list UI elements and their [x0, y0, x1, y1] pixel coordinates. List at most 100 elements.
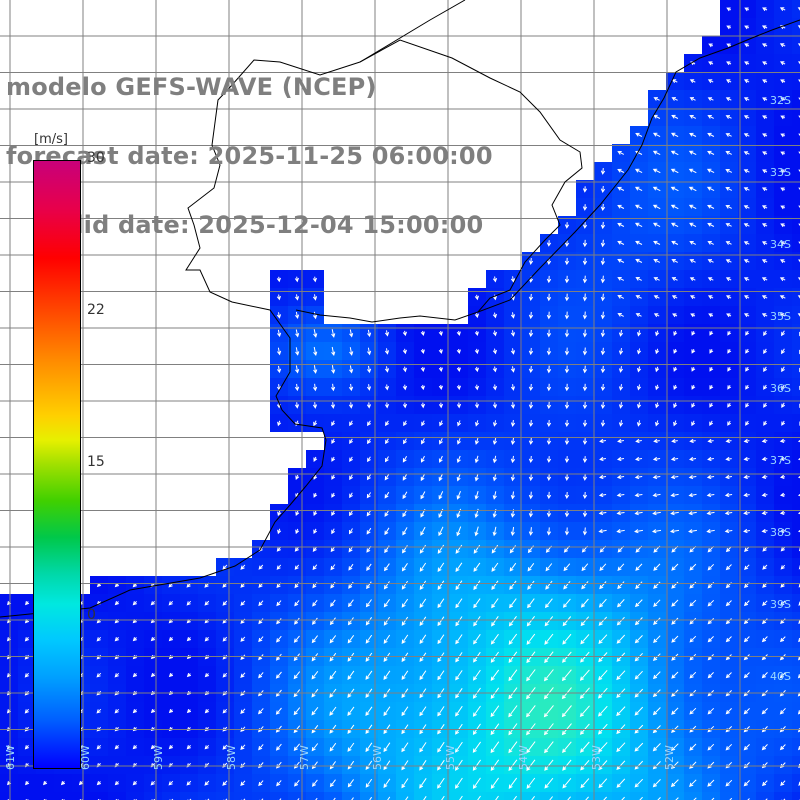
- field-cell: [306, 792, 324, 800]
- wind-arrow: [402, 330, 407, 337]
- wind-arrow: [277, 510, 282, 517]
- wind-arrow: [724, 529, 733, 534]
- wind-arrow: [689, 295, 696, 300]
- wind-arrow: [727, 348, 732, 354]
- wind-arrow: [473, 544, 481, 554]
- wind-arrow: [132, 745, 137, 750]
- field-cell: [324, 792, 342, 800]
- wind-arrow: [708, 61, 714, 66]
- field-cell: [486, 792, 504, 800]
- wind-arrow: [526, 759, 536, 772]
- field-cell: [288, 792, 306, 800]
- wind-arrow: [616, 760, 626, 770]
- wind-arrow: [293, 743, 300, 751]
- wind-arrow: [528, 311, 534, 320]
- wind-arrow: [276, 761, 282, 769]
- wind-arrow: [437, 616, 445, 627]
- wind-arrow: [598, 669, 608, 681]
- wind-arrow: [383, 760, 391, 771]
- wind-arrow: [383, 616, 391, 626]
- wind-arrow: [367, 329, 372, 338]
- wind-arrow: [670, 150, 679, 156]
- wind-arrow: [455, 616, 463, 627]
- lon-label: 52W: [663, 745, 676, 770]
- field-cell: [792, 0, 800, 18]
- wind-arrow: [706, 168, 715, 174]
- field-cell: [792, 54, 800, 72]
- wind-arrow: [421, 438, 425, 445]
- wind-arrow: [635, 438, 642, 444]
- wind-arrow: [222, 744, 228, 750]
- wind-arrow: [312, 402, 318, 409]
- wind-arrow: [600, 311, 606, 320]
- wind-arrow: [652, 150, 661, 156]
- wind-arrow: [707, 259, 714, 263]
- wind-arrow: [438, 330, 443, 337]
- wind-arrow: [508, 616, 517, 627]
- wind-arrow: [743, 474, 750, 480]
- field-cell: [792, 108, 800, 126]
- wind-arrow: [492, 312, 497, 319]
- field-cell: [792, 90, 800, 108]
- wind-arrow: [671, 438, 678, 444]
- field-cell: [792, 288, 800, 306]
- wind-arrow: [347, 779, 355, 788]
- wind-arrow: [762, 564, 768, 570]
- wind-arrow: [727, 402, 732, 408]
- wind-arrow: [564, 257, 570, 266]
- wind-arrow: [616, 670, 626, 681]
- wind-arrow: [204, 780, 210, 786]
- wind-arrow: [634, 529, 643, 534]
- wind-arrow: [508, 705, 518, 718]
- wind-arrow: [707, 563, 715, 571]
- wind-arrow: [293, 707, 301, 716]
- wind-arrow: [222, 600, 228, 606]
- wind-arrow: [365, 706, 373, 717]
- wind-arrow: [709, 330, 714, 336]
- field-cell: [792, 558, 800, 576]
- wind-arrow: [546, 419, 552, 428]
- wind-arrow: [311, 779, 318, 787]
- lon-label: 60W: [79, 745, 92, 770]
- wind-arrow: [616, 778, 626, 788]
- field-cell: [396, 792, 414, 800]
- wind-arrow: [421, 420, 425, 427]
- wind-arrow: [546, 438, 552, 445]
- wind-arrow: [527, 598, 535, 609]
- wind-arrow: [472, 669, 481, 681]
- wind-arrow: [276, 564, 282, 570]
- wind-arrow: [636, 420, 642, 427]
- wind-arrow: [726, 7, 732, 12]
- wind-arrow: [561, 705, 572, 718]
- wind-arrow: [401, 563, 408, 572]
- wind-arrow: [349, 420, 353, 427]
- field-cell: [792, 702, 800, 720]
- wind-arrow: [708, 313, 714, 318]
- wind-arrow: [669, 529, 680, 534]
- wind-arrow: [634, 475, 643, 480]
- wind-arrow: [438, 526, 444, 537]
- wind-arrow: [671, 563, 679, 571]
- wind-arrow: [474, 526, 479, 537]
- wind-arrow: [655, 420, 660, 427]
- wind-arrow: [707, 779, 715, 787]
- wind-arrow: [419, 634, 427, 645]
- wind-arrow: [780, 600, 786, 606]
- wind-arrow: [383, 634, 391, 644]
- wind-arrow: [673, 402, 678, 409]
- field-cell: [72, 792, 90, 800]
- wind-arrow: [582, 257, 588, 266]
- wind-arrow: [634, 760, 644, 770]
- wind-arrow: [652, 168, 661, 174]
- wind-arrow: [655, 330, 660, 337]
- wind-arrow: [438, 384, 443, 391]
- wind-arrow: [582, 311, 588, 320]
- wind-arrow: [491, 598, 499, 609]
- wind-arrow: [671, 277, 678, 281]
- wind-arrow: [745, 330, 750, 336]
- wind-arrow: [617, 295, 625, 299]
- wind-arrow: [582, 204, 588, 211]
- wind-arrow: [403, 438, 407, 445]
- field-cell: [792, 792, 800, 800]
- wind-arrow: [652, 186, 661, 192]
